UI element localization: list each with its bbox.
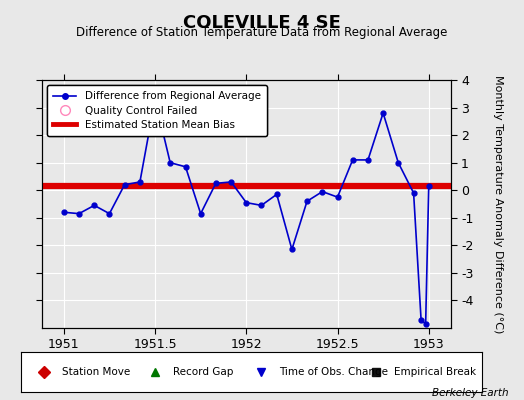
Text: COLEVILLE 4 SE: COLEVILLE 4 SE <box>183 14 341 32</box>
Text: Record Gap: Record Gap <box>173 367 234 377</box>
Text: Station Move: Station Move <box>62 367 130 377</box>
Text: Berkeley Earth: Berkeley Earth <box>432 388 508 398</box>
Text: Difference of Station Temperature Data from Regional Average: Difference of Station Temperature Data f… <box>77 26 447 39</box>
Text: Empirical Break: Empirical Break <box>395 367 477 377</box>
Legend: Difference from Regional Average, Quality Control Failed, Estimated Station Mean: Difference from Regional Average, Qualit… <box>47 85 267 136</box>
Text: Time of Obs. Change: Time of Obs. Change <box>279 367 388 377</box>
Y-axis label: Monthly Temperature Anomaly Difference (°C): Monthly Temperature Anomaly Difference (… <box>493 75 503 333</box>
